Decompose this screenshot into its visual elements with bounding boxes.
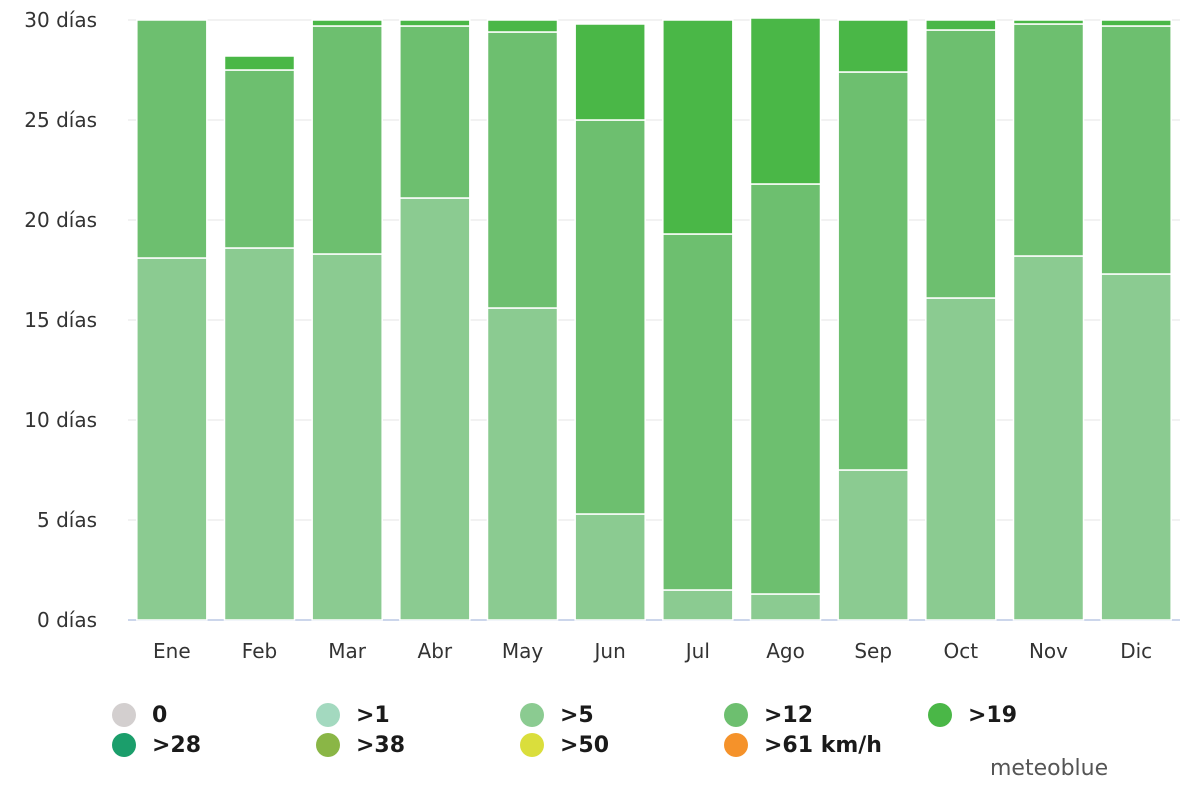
bar-segment: [574, 23, 646, 121]
x-tick-label: Feb: [242, 639, 277, 663]
bar-segment: [749, 183, 822, 595]
bar-segment: [311, 25, 383, 255]
bar-segment: [223, 69, 296, 249]
bar-stack-ene: [136, 19, 208, 621]
bar-segment: [749, 17, 822, 185]
bar-segment: [749, 593, 822, 621]
x-tick-label: Sep: [854, 639, 892, 663]
bar-stack-dic: [1100, 19, 1172, 621]
bar-segment: [1100, 273, 1172, 621]
x-tick-label: Mar: [328, 639, 367, 663]
bar-stack-abr: [399, 19, 471, 621]
y-tick-label: 10 días: [24, 408, 97, 432]
x-tick-label: Dic: [1120, 639, 1152, 663]
y-tick-label: 20 días: [24, 208, 97, 232]
x-tick-label: Oct: [944, 639, 979, 663]
bar-segment: [925, 29, 997, 299]
bar-segment: [223, 55, 296, 71]
bar-segment: [311, 19, 383, 27]
x-tick-label: Nov: [1029, 639, 1068, 663]
bar-segment: [574, 119, 646, 515]
gridlines: [128, 19, 1180, 621]
y-tick-label: 0 días: [37, 608, 97, 632]
y-tick-label: 25 días: [24, 108, 97, 132]
bar-segment: [837, 469, 909, 621]
bar-stack-mar: [311, 19, 383, 621]
y-tick-label: 15 días: [24, 308, 97, 332]
bar-segment: [925, 19, 997, 31]
y-tick-label: 5 días: [37, 508, 97, 532]
x-tick-label: Jul: [684, 639, 710, 663]
bar-stack-nov: [1012, 19, 1085, 621]
bar-segment: [1012, 255, 1085, 621]
bar-stack-sep: [837, 19, 909, 621]
bar-segment: [1100, 19, 1172, 27]
x-tick-label: Jun: [593, 639, 626, 663]
y-axis: 0 días 5 días 10 días 15 días 20 días 25 días…: [24, 8, 97, 632]
bar-segment: [311, 253, 383, 621]
bar-segment: [486, 307, 559, 621]
bar-stack-jul: [662, 19, 734, 621]
bar-segment: [1012, 19, 1085, 25]
bar-stack-jun: [574, 23, 646, 621]
bar-segment: [1100, 25, 1172, 275]
brand-label: meteoblue: [990, 756, 1109, 781]
bar-segment: [574, 513, 646, 621]
bar-segment: [837, 19, 909, 73]
x-axis: Ene Feb Mar Abr May Jun Jul Ago Sep Oct Nov Dic: [153, 639, 1152, 663]
x-tick-label: Abr: [418, 639, 453, 663]
bar-segment: [837, 71, 909, 471]
bar-stack-feb: [223, 55, 296, 621]
bar-stack-may: [486, 19, 559, 621]
bar-segment: [399, 19, 471, 27]
bars: [136, 17, 1172, 621]
bar-stack-oct: [925, 19, 997, 621]
bar-segment: [925, 297, 997, 621]
bar-segment: [223, 247, 296, 621]
bar-segment: [399, 197, 471, 621]
bar-segment: [486, 31, 559, 309]
x-tick-label: Ago: [766, 639, 805, 663]
x-tick-label: May: [502, 639, 544, 663]
bar-segment: [399, 25, 471, 199]
bar-segment: [662, 589, 734, 621]
bar-segment: [1012, 23, 1085, 257]
bar-stack-ago: [749, 17, 822, 621]
bar-segment: [136, 257, 208, 621]
x-tick-label: Ene: [153, 639, 191, 663]
bar-segment: [136, 19, 208, 259]
bar-segment: [662, 19, 734, 235]
y-tick-label: 30 días: [24, 8, 97, 32]
bar-segment: [662, 233, 734, 591]
bar-segment: [486, 19, 559, 33]
